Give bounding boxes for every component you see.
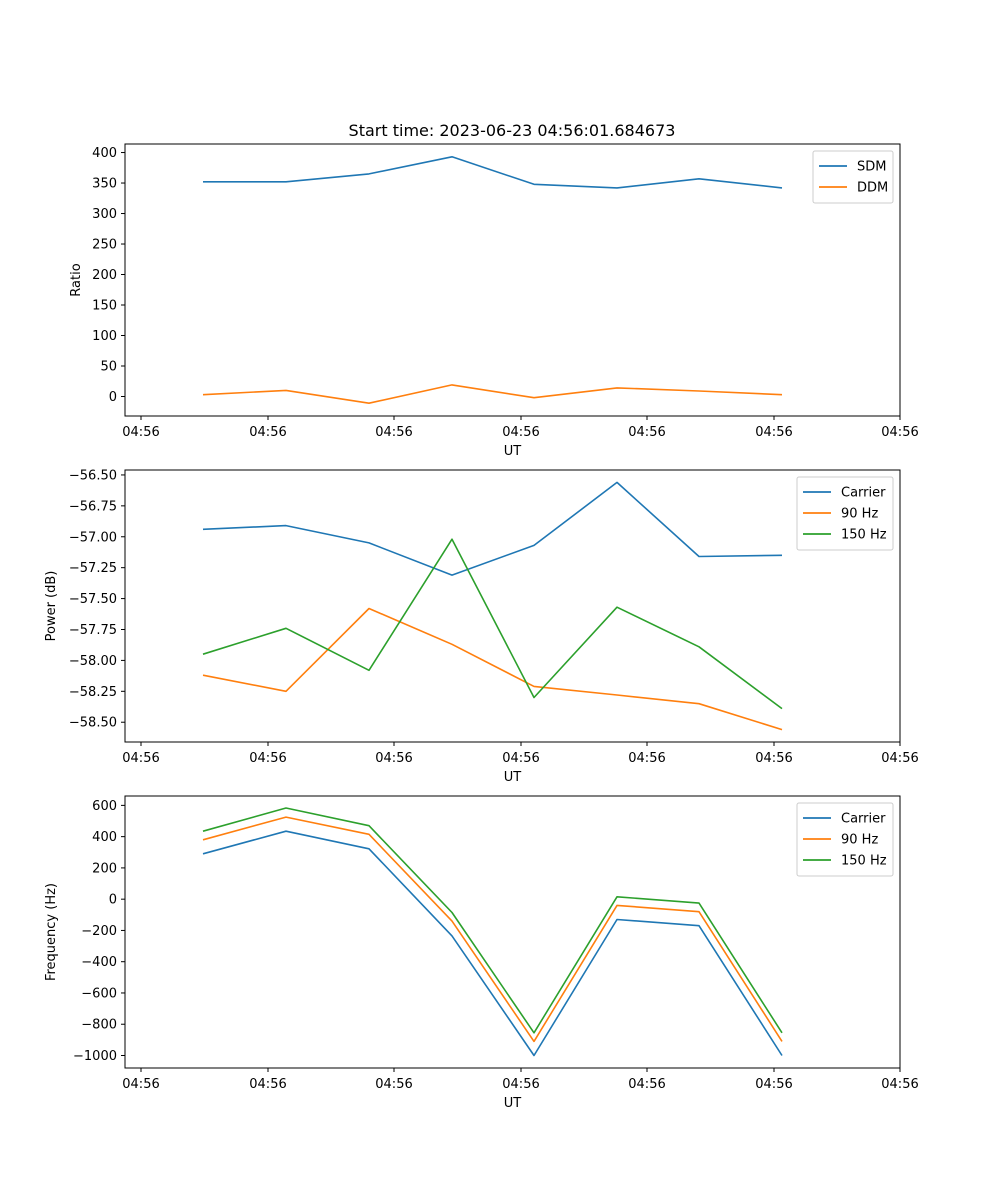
- series-line-90-hz: [202, 816, 783, 1043]
- legend-label: Carrier: [841, 812, 886, 827]
- x-tick-label: 04:56: [122, 1077, 159, 1092]
- y-tick-label: −56.50: [69, 468, 117, 483]
- x-tick-label: 04:56: [755, 751, 792, 766]
- legend-box: [812, 150, 894, 204]
- legend: Carrier 90 Hz 150 Hz: [796, 476, 894, 551]
- y-tick-label: −800: [81, 1018, 117, 1033]
- legend-box: [796, 476, 894, 551]
- y-axis-label: Frequency (Hz): [44, 883, 59, 981]
- y-tick-label: −56.75: [69, 499, 117, 514]
- y-tick-label: −57.50: [69, 592, 117, 607]
- y-tick-label: −57.25: [69, 561, 117, 576]
- series-line-90-hz: [202, 607, 783, 731]
- y-tick-label: −57.00: [69, 530, 117, 545]
- y-tick-label: −58.25: [69, 685, 117, 700]
- x-tick-label: 04:56: [881, 1077, 918, 1092]
- y-tick-label: 400: [92, 830, 117, 845]
- x-tick-label: 04:56: [249, 1077, 286, 1092]
- legend: SDM DDM: [812, 150, 894, 204]
- y-axis-label: Ratio: [69, 263, 84, 296]
- y-axis-label: Power (dB): [44, 571, 59, 642]
- y-tick-label: −600: [81, 986, 117, 1001]
- legend-label: 150 Hz: [841, 528, 887, 543]
- legend-label: SDM: [857, 160, 886, 175]
- y-tick-label: 400: [92, 146, 117, 161]
- legend-label: DDM: [857, 181, 888, 196]
- y-tick-label: 0: [109, 390, 117, 405]
- legend: Carrier 90 Hz 150 Hz: [796, 802, 894, 877]
- x-tick-label: 04:56: [375, 1077, 412, 1092]
- y-tick-label: −1000: [73, 1049, 117, 1064]
- legend-label: 150 Hz: [841, 854, 887, 869]
- x-tick-label: 04:56: [249, 425, 286, 440]
- y-tick-label: 100: [92, 329, 117, 344]
- x-axis-label: UT: [504, 1096, 522, 1111]
- x-tick-label: 04:56: [502, 425, 539, 440]
- y-tick-label: −200: [81, 924, 117, 939]
- axes-frame: [124, 143, 901, 417]
- y-tick-label: 200: [92, 861, 117, 876]
- x-tick-label: 04:56: [755, 1077, 792, 1092]
- x-tick-label: 04:56: [502, 1077, 539, 1092]
- x-tick-label: 04:56: [122, 425, 159, 440]
- series-line-150-hz: [202, 807, 783, 1034]
- legend-box: [796, 802, 894, 877]
- series-line-carrier: [202, 830, 783, 1057]
- x-tick-label: 04:56: [249, 751, 286, 766]
- x-tick-label: 04:56: [881, 425, 918, 440]
- figure-title: Start time: 2023-06-23 04:56:01.684673: [349, 121, 676, 140]
- series-line-carrier: [202, 481, 783, 576]
- y-tick-label: −400: [81, 955, 117, 970]
- y-tick-label: 600: [92, 799, 117, 814]
- y-tick-label: 350: [92, 177, 117, 192]
- series-line-150-hz: [202, 538, 783, 710]
- legend-label: Carrier: [841, 486, 886, 501]
- y-tick-label: −58.00: [69, 654, 117, 669]
- y-tick-label: −57.75: [69, 623, 117, 638]
- chart-panel-3: 600 400 200 0 −200 −400 −600 −800 −1000 04:56 04:5…: [44, 795, 919, 1111]
- series-line-sdm: [203, 156, 783, 189]
- x-tick-label: 04:56: [122, 751, 159, 766]
- x-axis-label: UT: [504, 770, 522, 785]
- x-axis-label: UT: [504, 444, 522, 459]
- x-tick-label: 04:56: [881, 751, 918, 766]
- y-tick-label: 250: [92, 238, 117, 253]
- chart-panel-1: 0 50 100 150 200 250 300 350 400 04:56 04:56 04:56 0…: [69, 143, 919, 459]
- x-tick-label: 04:56: [628, 425, 665, 440]
- y-tick-label: 50: [100, 359, 117, 374]
- y-tick-label: 150: [92, 299, 117, 314]
- chart-panel-2: −56.50 −56.75 −57.00 −57.25 −57.50 −57.75 −58.…: [44, 468, 919, 785]
- legend-label: 90 Hz: [841, 507, 878, 522]
- axes-frame: [124, 469, 901, 743]
- x-tick-label: 04:56: [628, 751, 665, 766]
- x-tick-label: 04:56: [375, 425, 412, 440]
- y-tick-label: 300: [92, 207, 117, 222]
- y-tick-label: 0: [109, 893, 117, 908]
- x-tick-label: 04:56: [502, 751, 539, 766]
- series-line-ddm: [202, 384, 783, 405]
- y-tick-label: 200: [92, 268, 117, 283]
- legend-label: 90 Hz: [841, 833, 878, 848]
- x-tick-label: 04:56: [628, 1077, 665, 1092]
- x-tick-label: 04:56: [375, 751, 412, 766]
- y-tick-label: −58.50: [69, 716, 117, 731]
- axes-frame: [124, 795, 901, 1069]
- x-tick-label: 04:56: [755, 425, 792, 440]
